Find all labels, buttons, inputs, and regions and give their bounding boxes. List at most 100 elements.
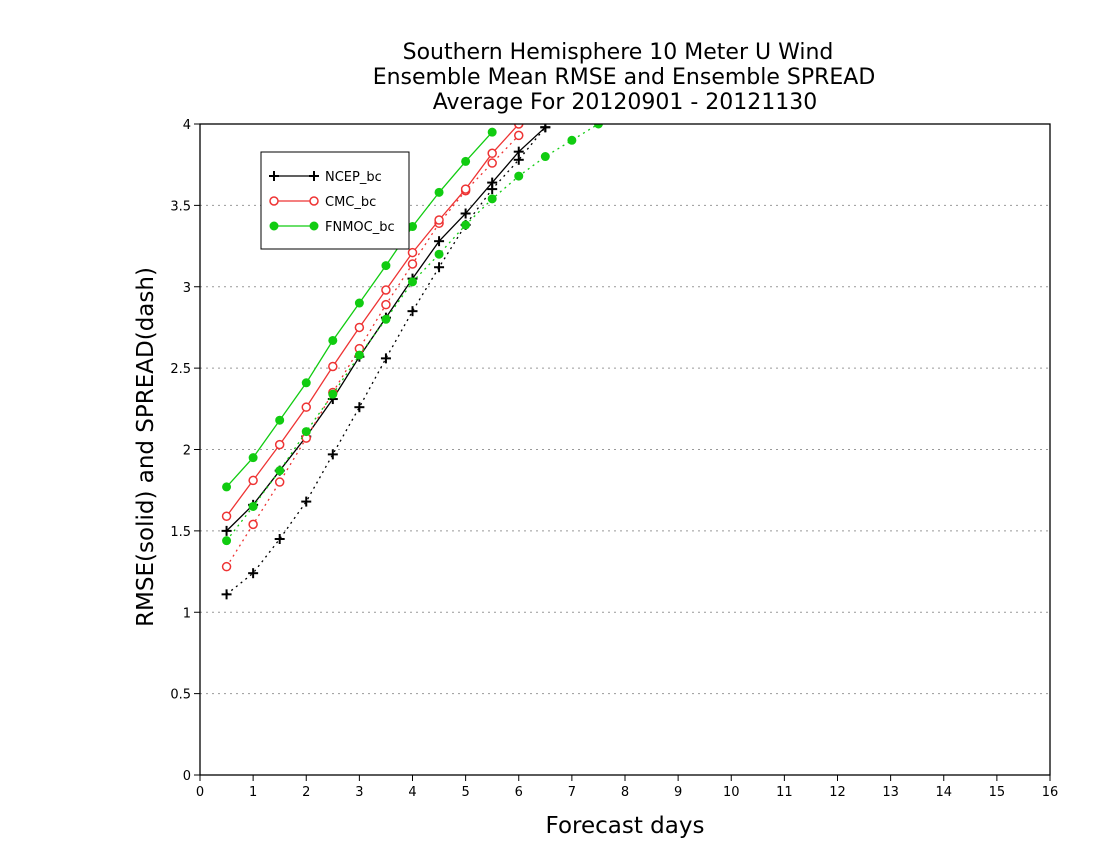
data-point <box>269 171 279 181</box>
chart-title-line-1: Southern Hemisphere 10 Meter U Wind <box>403 40 834 65</box>
data-point <box>381 285 391 295</box>
data-point <box>381 314 391 324</box>
legend-item: NCEP_bc <box>269 170 382 185</box>
x-tick-label: 6 <box>515 785 523 800</box>
data-point <box>328 389 338 399</box>
data-point <box>301 402 311 412</box>
tick-labels: 00.511.522.533.540 1 2 3 4 5 6 7 8 9 10 11 12 13 14 15 1… <box>170 118 1058 800</box>
x-axis-label: Forecast days <box>546 813 705 839</box>
x-tick-label: 14 <box>935 785 952 800</box>
axis-ticks <box>194 123 1051 781</box>
data-point <box>309 221 319 231</box>
data-point <box>248 453 258 463</box>
data-point <box>328 361 338 372</box>
data-point <box>354 402 365 413</box>
data-point <box>487 194 497 204</box>
cmc-bc-spread-line <box>226 134 520 568</box>
legend: NCEP_bc CMC_bc FNMOC_bc <box>260 151 410 250</box>
x-tick-label: 13 <box>882 785 899 800</box>
y-tick-label: 3.5 <box>170 199 191 214</box>
data-point <box>248 519 258 530</box>
data-point <box>222 482 232 492</box>
x-tick-label: 0 <box>196 785 204 800</box>
data-point <box>434 215 444 225</box>
data-point <box>407 247 418 258</box>
x-tick-label: 4 <box>408 785 416 800</box>
data-point <box>221 561 232 572</box>
data-point <box>487 177 498 188</box>
data-point <box>248 475 258 486</box>
data-point <box>354 350 364 360</box>
data-point <box>487 148 497 159</box>
data-point <box>248 568 259 579</box>
data-point <box>381 261 391 271</box>
y-tick-label: 2.5 <box>170 362 191 377</box>
cmc-bc-rmse-line <box>226 124 520 517</box>
x-tick-label: 1 <box>249 785 257 800</box>
data-point <box>540 124 551 133</box>
data-point <box>514 130 524 141</box>
data-point <box>221 511 232 521</box>
data-point <box>487 127 497 137</box>
data-point <box>269 196 279 206</box>
legend-item: CMC_bc <box>269 195 376 210</box>
data-point <box>434 187 444 197</box>
data-point <box>513 146 524 157</box>
data-point <box>275 466 285 476</box>
data-point <box>434 249 444 259</box>
data-point <box>221 525 232 536</box>
data-point <box>460 208 471 219</box>
legend-label: CMC_bc <box>325 195 376 210</box>
data-point <box>327 449 338 460</box>
x-tick-label: 12 <box>829 785 846 800</box>
y-tick-label: 1.5 <box>170 525 191 540</box>
y-tick-label: 2 <box>183 444 191 459</box>
x-tick-label: 8 <box>621 785 629 800</box>
data-point <box>487 158 497 168</box>
x-tick-label: 9 <box>674 785 682 800</box>
data-point <box>275 415 285 425</box>
legend-label: FNMOC_bc <box>325 220 395 235</box>
x-tick-label: 2 <box>302 785 310 800</box>
y-tick-label: 0.5 <box>170 688 191 703</box>
data-point <box>301 427 311 437</box>
data-point <box>408 222 417 232</box>
data-point <box>269 221 279 231</box>
data-point <box>434 236 445 247</box>
data-point <box>309 196 319 206</box>
data-point <box>593 124 603 129</box>
data-point <box>408 277 417 287</box>
y-tick-label: 4 <box>183 118 191 133</box>
plot-frame <box>199 123 1051 776</box>
legend-label: NCEP_bc <box>325 170 382 185</box>
y-axis-label: RMSE(solid) and SPREAD(dash) <box>133 267 159 627</box>
data-point <box>460 184 471 194</box>
series-layer <box>221 124 603 600</box>
data-point <box>514 124 524 129</box>
data-point <box>354 322 365 333</box>
x-tick-label: 5 <box>461 785 469 800</box>
data-point <box>222 536 232 546</box>
data-point <box>354 298 364 308</box>
y-tick-label: 0 <box>183 769 191 784</box>
x-tick-label: 11 <box>776 785 793 800</box>
x-tick-label: 10 <box>723 785 740 800</box>
data-point <box>301 378 311 388</box>
chart-title-line-2: Ensemble Mean RMSE and Ensemble SPREAD <box>373 65 876 90</box>
x-tick-label: 7 <box>568 785 576 800</box>
data-point <box>381 299 391 310</box>
gridlines <box>200 204 1050 695</box>
data-point <box>434 262 445 273</box>
data-point <box>461 220 471 230</box>
data-point <box>248 501 258 511</box>
y-tick-label: 3 <box>183 281 191 296</box>
x-tick-label: 16 <box>1042 785 1059 800</box>
data-point <box>274 439 285 450</box>
data-point <box>301 496 312 507</box>
x-tick-label: 15 <box>989 785 1006 800</box>
data-point <box>274 534 285 545</box>
data-point <box>328 335 338 345</box>
data-point <box>309 171 319 181</box>
x-tick-label: 3 <box>355 785 363 800</box>
